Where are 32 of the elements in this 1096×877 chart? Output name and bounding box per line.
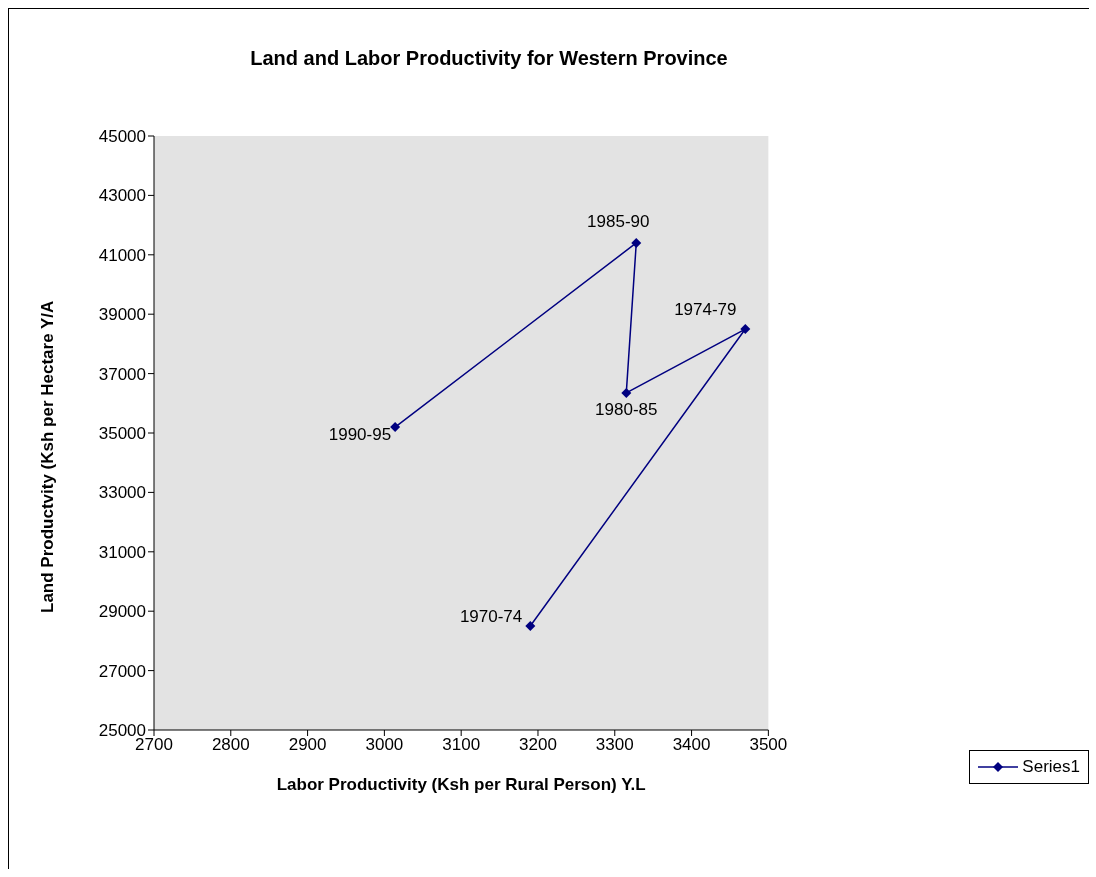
point — [525, 621, 536, 632]
y-tick-label: 29000 — [98, 602, 146, 622]
annotation: 1974-79 — [674, 300, 737, 320]
x-tick-label: 2900 — [288, 735, 327, 755]
x-tick-label: 3300 — [595, 735, 634, 755]
annotation: 1990-95 — [328, 425, 392, 445]
x-tick-label: 3400 — [672, 735, 711, 755]
annotation: 1985-90 — [587, 211, 650, 231]
x-tick-label: 3200 — [519, 735, 557, 755]
y-tick-label: 37000 — [98, 364, 146, 384]
y-tick-label: 31000 — [98, 542, 146, 562]
annotation: 1970-74 — [459, 607, 523, 627]
x-axis-title: Labor Productivity (Ksh per Rural Person) Y.L — [276, 775, 646, 794]
legend-label: Series1 — [1022, 757, 1080, 777]
point — [390, 422, 401, 433]
x-tick-label: 3100 — [442, 735, 481, 755]
x-tick-label: 2800 — [211, 735, 250, 755]
point — [631, 237, 642, 248]
y-tick-label: 45000 — [98, 127, 146, 147]
y-tick-label: 27000 — [98, 661, 146, 681]
point — [621, 387, 632, 398]
y-tick-label: 43000 — [98, 186, 146, 206]
y-tick-label: 35000 — [98, 424, 146, 444]
x-tick-label: 3000 — [365, 735, 404, 755]
y-tick-label: 39000 — [98, 305, 146, 325]
y-axis-title: Land Productvity (Ksh per Hectare Y/A — [38, 300, 58, 613]
chart-title: Land and Labor Productivity for Western Province — [249, 47, 729, 70]
point — [740, 324, 751, 335]
annotation: 1980-85 — [595, 399, 658, 419]
y-tick-label: 33000 — [98, 483, 146, 503]
x-tick-label: 3500 — [749, 735, 788, 755]
y-tick-label: 41000 — [98, 245, 146, 265]
